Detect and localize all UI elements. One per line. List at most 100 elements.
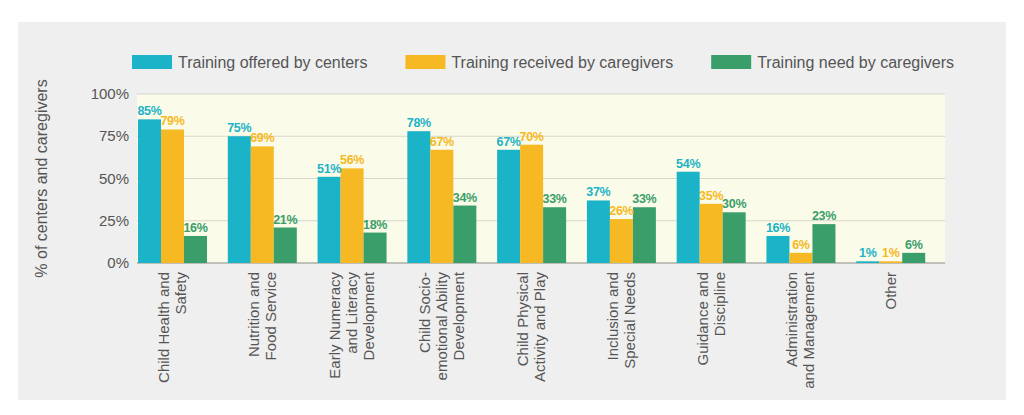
bar	[700, 204, 723, 263]
bar	[789, 253, 812, 263]
grid-line	[137, 94, 945, 95]
legend-label: Training offered by centers	[178, 54, 367, 71]
y-axis: 0% 25% 50% 75% 100%	[91, 85, 945, 271]
x-tick-label-line: Development	[450, 271, 467, 360]
y-axis-label: % of centers and caregivers	[33, 79, 50, 277]
x-tick-label-line: Activity and Play	[531, 272, 548, 383]
bar	[856, 261, 879, 263]
x-tick-label-line: Food Service	[262, 272, 279, 360]
bar	[364, 233, 387, 263]
x-tick-label-line: Safety	[172, 272, 189, 315]
data-label: 67%	[430, 135, 454, 149]
x-tick-label-line: Child Physical	[514, 272, 531, 366]
data-label: 33%	[632, 192, 656, 206]
bar	[766, 236, 789, 263]
x-tick-label: Inclusion andSpecial Needs	[604, 272, 638, 369]
bar	[251, 146, 274, 263]
bar	[453, 206, 476, 263]
data-label: 1%	[882, 246, 900, 260]
bar	[274, 228, 297, 263]
x-tick-label: Early Numeracyand LiteracyDevelopment	[326, 271, 377, 379]
bars	[138, 119, 925, 263]
bar	[879, 261, 902, 263]
legend-label: Training received by caregivers	[451, 54, 673, 71]
y-tick-label: 50%	[99, 170, 129, 187]
plot-area	[137, 94, 945, 263]
data-label: 51%	[317, 162, 341, 176]
data-label: 37%	[586, 185, 610, 199]
bar	[610, 219, 633, 263]
x-tick-label: Administrationand Management	[783, 271, 817, 389]
data-label: 30%	[722, 197, 746, 211]
bar	[138, 119, 161, 263]
legend-swatch	[405, 55, 445, 69]
y-tick-label: 0%	[107, 254, 129, 271]
bar	[633, 207, 656, 263]
x-tick-label: Child PhysicalActivity and Play	[514, 272, 548, 383]
legend-swatch	[132, 55, 172, 69]
x-tick-label-line: Development	[360, 271, 377, 360]
x-tick-label-line: Discipline	[711, 272, 728, 336]
x-tick-label-line: Child Socio-	[416, 272, 433, 353]
bar	[677, 172, 700, 263]
data-label: 67%	[497, 135, 521, 149]
data-label: 78%	[407, 116, 431, 130]
bar	[587, 200, 610, 263]
x-tick-label-line: Administration	[783, 272, 800, 367]
data-label: 6%	[905, 238, 923, 252]
bar	[812, 224, 835, 263]
x-tick-label-line: Inclusion and	[604, 272, 621, 360]
y-tick-label: 75%	[99, 127, 129, 144]
x-tick-label-line: Early Numeracy	[326, 272, 343, 379]
data-label: 75%	[227, 121, 251, 135]
data-label: 23%	[812, 209, 836, 223]
chart-container: 0% 25% 50% 75% 100% % of centers and caregive…	[0, 0, 1024, 415]
x-tick-label: Nutrition andFood Service	[245, 272, 279, 360]
x-tick-label-line: Child Health and	[155, 272, 172, 383]
bar	[228, 136, 251, 263]
x-tick-label-line: Special Needs	[621, 272, 638, 369]
x-tick-label: Child Socio-emotional AbilityDevelopment	[416, 271, 467, 380]
data-label: 6%	[792, 238, 810, 252]
bar	[520, 145, 543, 263]
bar	[407, 131, 430, 263]
data-label: 16%	[766, 221, 790, 235]
legend: Training offered by centers Training rece…	[132, 54, 954, 71]
y-tick-label: 100%	[91, 85, 129, 102]
x-tick-label-line: and Management	[800, 271, 817, 389]
data-labels: 85%79%16%75%69%21%51%56%18%78%67%34%67%7…	[137, 104, 922, 260]
data-label: 35%	[699, 189, 723, 203]
x-tick-label: Child Health andSafety	[155, 272, 189, 383]
x-tick-label-line: and Literacy	[343, 272, 360, 354]
data-label: 26%	[609, 204, 633, 218]
x-tick-label-line: emotional Ability	[433, 272, 450, 381]
data-label: 69%	[250, 131, 274, 145]
x-tick-label-line: Nutrition and	[245, 272, 262, 357]
data-label: 70%	[520, 130, 544, 144]
bar	[161, 129, 184, 263]
data-label: 79%	[160, 114, 184, 128]
background	[18, 22, 1006, 400]
data-label: 1%	[859, 246, 877, 260]
y-tick-label: 25%	[99, 212, 129, 229]
data-label: 18%	[363, 218, 387, 232]
bar	[723, 212, 746, 263]
bar	[430, 150, 453, 263]
x-tick-label-line: Guidance and	[694, 272, 711, 365]
chart: 0% 25% 50% 75% 100% % of centers and caregive…	[0, 0, 1024, 415]
bar	[902, 253, 925, 263]
data-label: 85%	[137, 104, 161, 118]
data-label: 16%	[183, 221, 207, 235]
data-label: 33%	[543, 192, 567, 206]
bar	[341, 168, 364, 263]
bar	[543, 207, 566, 263]
data-label: 56%	[340, 153, 364, 167]
bar	[497, 150, 520, 263]
data-label: 54%	[676, 157, 700, 171]
data-label: 21%	[273, 213, 297, 227]
legend-label: Training need by caregivers	[757, 54, 954, 71]
x-tick-label-line: Other	[882, 272, 899, 310]
data-label: 34%	[453, 191, 477, 205]
bar	[318, 177, 341, 263]
x-tick-label: Other	[882, 272, 899, 310]
